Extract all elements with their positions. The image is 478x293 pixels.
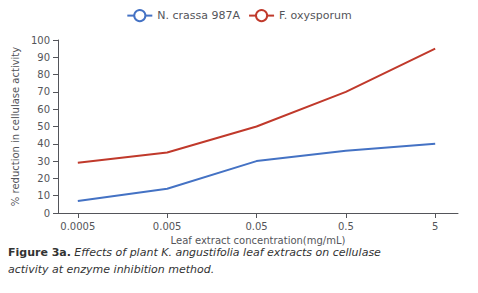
svg-text:0.005: 0.005: [153, 221, 182, 232]
svg-text:60: 60: [37, 104, 50, 115]
svg-text:30: 30: [37, 156, 50, 167]
svg-text:0.05: 0.05: [245, 221, 267, 232]
svg-text:activity at enzyme inhibition: activity at enzyme inhibition method.: [8, 263, 214, 276]
svg-text:90: 90: [37, 52, 50, 63]
svg-text:10: 10: [37, 190, 50, 201]
svg-text:80: 80: [37, 69, 50, 80]
svg-text:Figure 3a.: Figure 3a.: [8, 246, 71, 259]
svg-text:50: 50: [37, 121, 50, 132]
svg-text:0.0005: 0.0005: [60, 221, 95, 232]
svg-text:70: 70: [37, 86, 50, 97]
svg-text:N. crassa 987A: N. crassa 987A: [157, 9, 240, 22]
svg-text:0: 0: [44, 208, 50, 219]
svg-text:40: 40: [37, 138, 50, 149]
svg-text:% reduction in cellulase activ: % reduction in cellulase activity: [10, 47, 21, 206]
svg-text:100: 100: [31, 35, 50, 46]
svg-text:F. oxysporum: F. oxysporum: [279, 9, 352, 22]
svg-text:20: 20: [37, 173, 50, 184]
svg-text:Leaf extract concentration(mg/: Leaf extract concentration(mg/mL): [171, 235, 346, 246]
svg-text:0.5: 0.5: [338, 221, 354, 232]
svg-text:5: 5: [432, 221, 438, 232]
svg-text:Effects of plant K. angustifol: Effects of plant K. angustifolia leaf ex…: [74, 246, 381, 259]
